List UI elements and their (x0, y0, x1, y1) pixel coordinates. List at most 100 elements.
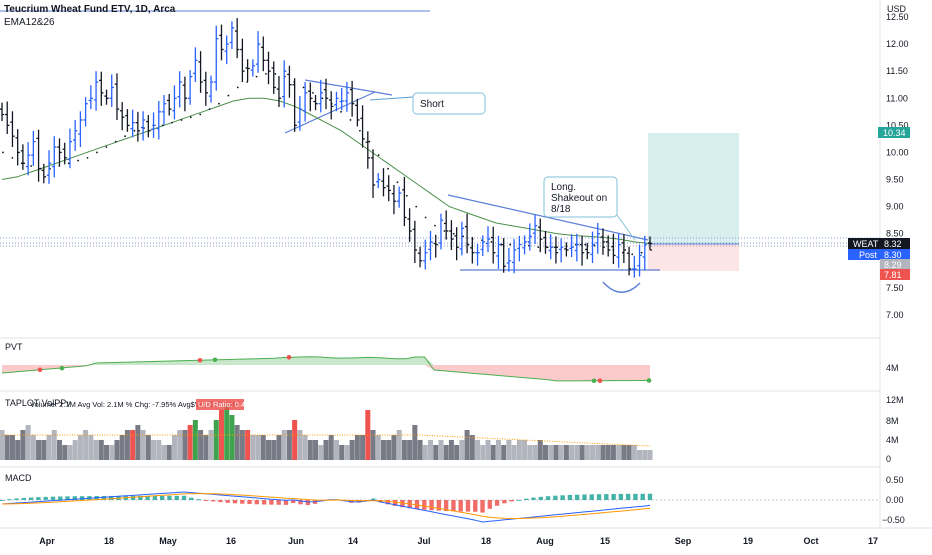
volume-bar (281, 430, 287, 460)
ema12-dot (509, 243, 512, 246)
volume-bar (4, 435, 10, 460)
macd-histogram-bar (210, 500, 216, 502)
long-callout-line3: 8/18 (551, 204, 571, 215)
macd-histogram-bar (58, 496, 63, 500)
long-callout-line1: Long. (551, 182, 576, 193)
macd-histogram-bar (589, 494, 594, 500)
volume-bar (93, 440, 99, 460)
post-price-value: 8.30 (884, 250, 902, 260)
macd-histogram-bar (7, 499, 12, 501)
volume-bar (255, 435, 261, 460)
macd-histogram-bar (218, 500, 223, 503)
trend-line-upper (304, 79, 393, 96)
ema12-dot (631, 253, 634, 256)
last-price-value: 8.32 (884, 239, 902, 249)
macd-histogram-bar (291, 500, 296, 504)
ema12-dot (396, 181, 399, 184)
volume-bar (302, 435, 308, 460)
ema12-dot (434, 224, 436, 227)
volume-bar (15, 440, 21, 460)
macd-histogram-bar (604, 494, 609, 500)
ema12-dot (377, 154, 380, 157)
volume-bar (401, 440, 407, 460)
volume-bar (62, 445, 68, 460)
volume-bar (610, 445, 616, 460)
pvt-signal-dot (597, 378, 603, 384)
volume-bar (0, 430, 5, 460)
volume-bar (574, 445, 580, 460)
volume-bar (67, 445, 73, 460)
volume-bar (469, 435, 475, 460)
time-axis-label: Jun (288, 536, 304, 546)
volume-bar (286, 430, 292, 460)
volume-bar (36, 440, 42, 460)
volume-bar (182, 430, 188, 460)
ema12-dot (171, 121, 173, 124)
macd-histogram-bar (545, 496, 551, 500)
volume-bar (590, 445, 596, 460)
macd-label: MACD (5, 473, 32, 483)
macd-histogram-bar (494, 500, 500, 506)
macd-histogram-bar (43, 496, 48, 500)
price-axis-label: 10.50 (886, 120, 909, 130)
volume-bar (151, 440, 157, 460)
price-axis-label: 12.00 (886, 39, 909, 49)
macd-histogram-bar (109, 495, 114, 500)
volume-bar (454, 445, 460, 460)
volume-bar (187, 425, 193, 460)
ema12-dot (312, 91, 314, 94)
ema12-dot (124, 135, 126, 138)
ema12-dot (236, 86, 239, 89)
macd-histogram-bar (465, 500, 471, 512)
macd-histogram-bar (72, 496, 78, 500)
macd-histogram-bar (254, 500, 260, 505)
volume-bar (239, 430, 245, 460)
volume-bar (161, 445, 167, 460)
volume-bar (250, 435, 256, 460)
pvt-signal-dot (286, 355, 292, 360)
macd-histogram-bar (189, 497, 194, 500)
volume-bar (428, 440, 434, 460)
volume-bar (532, 445, 538, 460)
volume-axis-0: 0 (886, 454, 891, 464)
ema12-dot (208, 108, 211, 111)
ema12-dot (218, 102, 220, 105)
volume-bar (448, 440, 454, 460)
ema12-dot (387, 167, 389, 170)
macd-histogram-bar (298, 500, 303, 505)
volume-bar (218, 410, 224, 460)
ema12-dot (246, 81, 249, 83)
price-axis-label: 11.00 (886, 93, 908, 103)
macd-histogram-bar (567, 494, 573, 500)
macd-histogram-bar (0, 500, 5, 501)
macd-histogram-bar (36, 497, 41, 500)
volume-bar (333, 440, 339, 460)
pvt-signal-dot (591, 378, 597, 384)
macd-histogram-bar (159, 495, 165, 500)
macd-histogram-bar (480, 500, 485, 513)
ema12-dot (537, 246, 540, 249)
time-axis-label: 19 (743, 536, 753, 546)
macd-histogram-bar (473, 500, 478, 512)
volume-bar (527, 445, 533, 460)
volume-bar (30, 435, 36, 460)
macd-histogram-bar (145, 495, 150, 500)
volume-bar (579, 445, 585, 460)
volume-bar (114, 440, 120, 460)
ema12-dot (452, 232, 455, 235)
symbol-badge-text: WEAT (853, 239, 879, 249)
macd-histogram-bar (625, 493, 631, 500)
pvt-signal-dot (212, 357, 218, 363)
volume-bar (386, 440, 392, 460)
ema12-dot (490, 240, 493, 243)
long-callout-pointer (616, 214, 636, 241)
volume-bar (130, 430, 136, 460)
post-badge (848, 249, 880, 260)
ema12-dot (584, 243, 587, 246)
macd-histogram-bar (509, 500, 514, 502)
volume-bar (119, 435, 125, 460)
volume-bar (480, 445, 486, 460)
price-829-badge (880, 259, 910, 270)
